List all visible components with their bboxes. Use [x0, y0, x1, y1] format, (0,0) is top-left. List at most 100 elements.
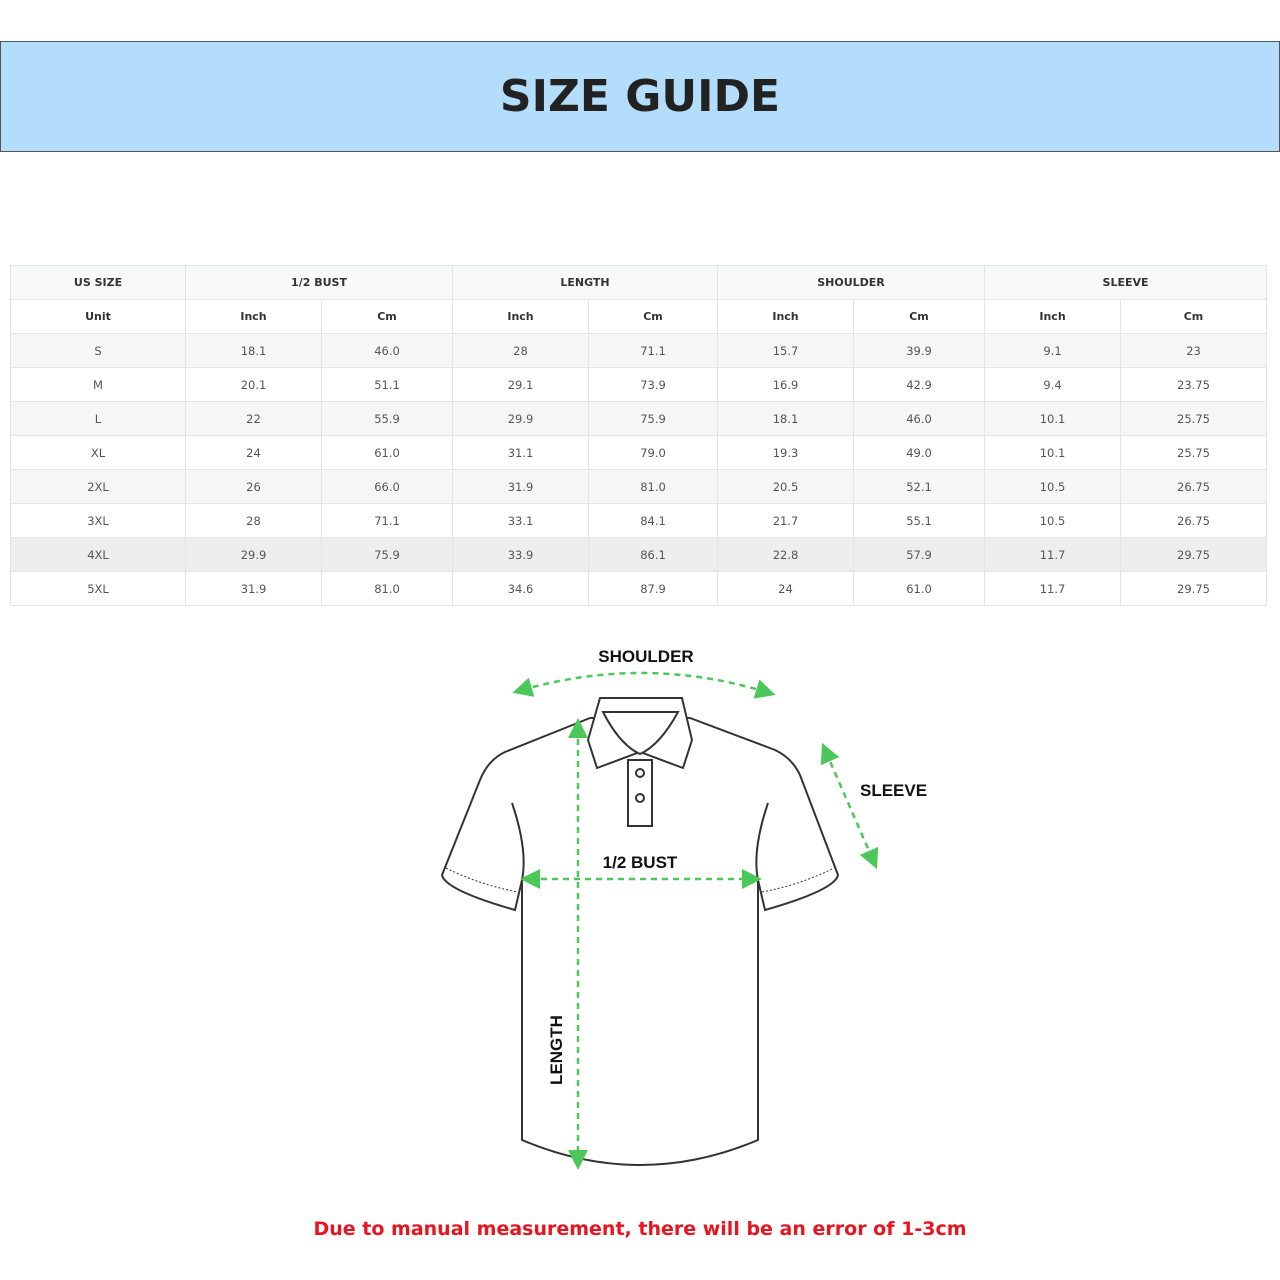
value-cell: 86.1	[588, 537, 718, 572]
shoulder-label: SHOULDER	[598, 647, 693, 666]
table-row: L 22 55.9 29.9 75.9 18.1 46.0 10.1 25.75	[10, 401, 1268, 436]
table-row: M 20.1 51.1 29.1 73.9 16.9 42.9 9.4 23.75	[10, 367, 1268, 402]
unit-header: Inch	[185, 299, 322, 334]
group-header-row: US SIZE 1/2 BUST LENGTH SHOULDER SLEEVE	[10, 265, 1268, 300]
value-cell: 23	[1120, 333, 1268, 368]
header-length: LENGTH	[452, 265, 718, 300]
value-cell: 61.0	[321, 435, 453, 470]
page-title: SIZE GUIDE	[499, 71, 781, 122]
value-cell: 84.1	[588, 503, 718, 538]
value-cell: 71.1	[321, 503, 453, 538]
value-cell: 18.1	[185, 333, 322, 368]
value-cell: 19.3	[717, 435, 854, 470]
unit-header: Cm	[852, 299, 986, 334]
value-cell: 33.9	[452, 537, 589, 572]
table-row: 3XL 28 71.1 33.1 84.1 21.7 55.1 10.5 26.75	[10, 503, 1268, 538]
value-cell: 24	[717, 571, 854, 606]
value-cell: 79.0	[588, 435, 718, 470]
value-cell: 20.1	[185, 367, 322, 402]
size-table: US SIZE 1/2 BUST LENGTH SHOULDER SLEEVE …	[10, 265, 1268, 606]
value-cell: 26.75	[1120, 503, 1268, 538]
value-cell: 31.9	[452, 469, 589, 504]
value-cell: 29.75	[1120, 571, 1268, 606]
value-cell: 10.5	[984, 469, 1122, 504]
value-cell: 26	[185, 469, 322, 504]
value-cell: 39.9	[852, 333, 986, 368]
table-row: 4XL 29.9 75.9 33.9 86.1 22.8 57.9 11.7 29.75	[10, 537, 1268, 572]
value-cell: 10.1	[984, 401, 1122, 436]
unit-header: Cm	[321, 299, 453, 334]
size-cell: XL	[10, 435, 186, 470]
value-cell: 81.0	[321, 571, 453, 606]
value-cell: 66.0	[321, 469, 453, 504]
sleeve-arrow	[820, 742, 879, 870]
header-bust: 1/2 BUST	[185, 265, 453, 300]
size-cell: S	[10, 333, 186, 368]
value-cell: 61.0	[852, 571, 986, 606]
value-cell: 11.7	[984, 571, 1122, 606]
value-cell: 11.7	[984, 537, 1122, 572]
value-cell: 29.75	[1120, 537, 1268, 572]
value-cell: 87.9	[588, 571, 718, 606]
table-row: XL 24 61.0 31.1 79.0 19.3 49.0 10.1 25.75	[10, 435, 1268, 470]
value-cell: 52.1	[852, 469, 986, 504]
value-cell: 22.8	[717, 537, 854, 572]
value-cell: 55.1	[852, 503, 986, 538]
shirt-diagram: SHOULDER SLEEVE 1/2 BUST LENGTH	[440, 647, 927, 1170]
value-cell: 33.1	[452, 503, 589, 538]
header-us-size: US SIZE	[10, 265, 186, 300]
size-cell: 2XL	[10, 469, 186, 504]
unit-header-row: Unit Inch Cm Inch Cm Inch Cm Inch Cm	[10, 299, 1268, 334]
header-shoulder: SHOULDER	[716, 265, 986, 300]
value-cell: 29.9	[452, 401, 589, 436]
value-cell: 10.1	[984, 435, 1122, 470]
value-cell: 28	[185, 503, 322, 538]
value-cell: 10.5	[984, 503, 1122, 538]
size-cell: 3XL	[10, 503, 186, 538]
measurement-note: Due to manual measurement, there will be…	[313, 1218, 967, 1240]
table-row: S 18.1 46.0 28 71.1 15.7 39.9 9.1 23	[10, 333, 1268, 368]
value-cell: 46.0	[852, 401, 986, 436]
value-cell: 81.0	[588, 469, 718, 504]
value-cell: 51.1	[321, 367, 453, 402]
unit-header: Inch	[717, 299, 854, 334]
value-cell: 9.1	[984, 333, 1122, 368]
value-cell: 34.6	[452, 571, 589, 606]
unit-header: Inch	[984, 299, 1122, 334]
value-cell: 29.9	[185, 537, 322, 572]
value-cell: 23.75	[1120, 367, 1268, 402]
value-cell: 26.75	[1120, 469, 1268, 504]
size-cell: L	[10, 401, 186, 436]
unit-header: Inch	[452, 299, 589, 334]
title-banner: SIZE GUIDE	[0, 41, 1280, 152]
value-cell: 57.9	[852, 537, 986, 572]
value-cell: 25.75	[1120, 435, 1268, 470]
size-cell: 5XL	[10, 571, 186, 606]
length-label: LENGTH	[547, 1015, 566, 1085]
value-cell: 31.1	[452, 435, 589, 470]
unit-header: Unit	[10, 299, 186, 334]
value-cell: 20.5	[717, 469, 854, 504]
value-cell: 31.9	[185, 571, 322, 606]
size-cell: M	[10, 367, 186, 402]
value-cell: 29.1	[452, 367, 589, 402]
value-cell: 75.9	[588, 401, 718, 436]
unit-header: Cm	[588, 299, 718, 334]
value-cell: 71.1	[588, 333, 718, 368]
value-cell: 9.4	[984, 367, 1122, 402]
bust-label: 1/2 BUST	[603, 853, 678, 872]
table-row: 2XL 26 66.0 31.9 81.0 20.5 52.1 10.5 26.75	[10, 469, 1268, 504]
header-sleeve: SLEEVE	[984, 265, 1268, 300]
unit-header: Cm	[1120, 299, 1268, 334]
value-cell: 46.0	[321, 333, 453, 368]
value-cell: 28	[452, 333, 589, 368]
value-cell: 22	[185, 401, 322, 436]
value-cell: 42.9	[852, 367, 986, 402]
value-cell: 75.9	[321, 537, 453, 572]
value-cell: 25.75	[1120, 401, 1268, 436]
shirt-outline	[440, 697, 840, 1166]
value-cell: 15.7	[717, 333, 854, 368]
value-cell: 16.9	[717, 367, 854, 402]
value-cell: 49.0	[852, 435, 986, 470]
sleeve-label: SLEEVE	[860, 781, 927, 800]
